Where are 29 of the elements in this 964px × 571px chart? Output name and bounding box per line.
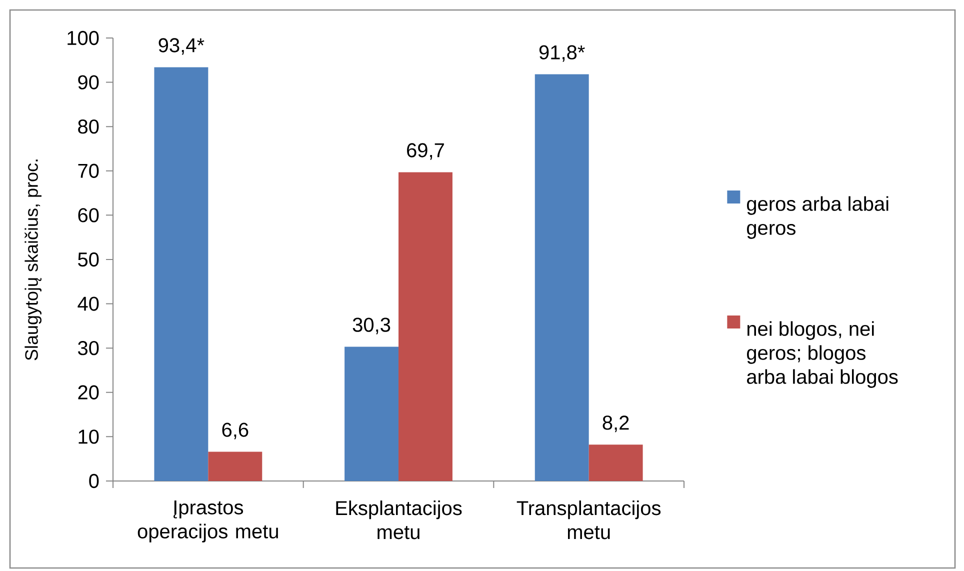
y-tick-label: 20: [78, 385, 99, 400]
y-tick-label: 100: [68, 30, 99, 46]
bar: [534, 74, 589, 481]
x-tick-label: Eksplantacijos metu: [336, 500, 462, 540]
bar: [154, 67, 208, 481]
bar: [398, 172, 452, 481]
y-tick-label: 60: [78, 208, 99, 222]
y-axis-title: Slaugytojų skaičius, proc.: [24, 160, 42, 360]
y-tick-label: 80: [78, 120, 99, 134]
x-tick-label: Įprastos operacijos metu: [138, 500, 278, 542]
data-label: 91,8*: [539, 45, 585, 62]
data-label: 93,4*: [158, 38, 204, 55]
x-tick-label: Transplantacijos metu: [516, 500, 661, 540]
y-tick-label: 70: [78, 164, 99, 178]
data-label: 30,3: [352, 318, 390, 334]
bar: [588, 444, 643, 481]
data-label: 69,7: [407, 143, 444, 160]
bar: [344, 346, 399, 481]
data-label: 8,2: [602, 416, 629, 432]
y-tick-label: 90: [78, 75, 99, 90]
y-tick-label: 30: [78, 341, 99, 356]
legend-label: nei blogos, nei geros; blogos arba labai blogos: [747, 321, 898, 388]
y-tick-label: 40: [78, 296, 99, 311]
bar: [208, 452, 262, 481]
y-tick-label: 50: [78, 252, 99, 267]
data-label: 6,6: [222, 422, 248, 440]
legend-label: geros arba labai geros: [747, 196, 888, 239]
y-tick-label: 0: [89, 474, 99, 488]
y-tick-label: 10: [78, 430, 99, 444]
